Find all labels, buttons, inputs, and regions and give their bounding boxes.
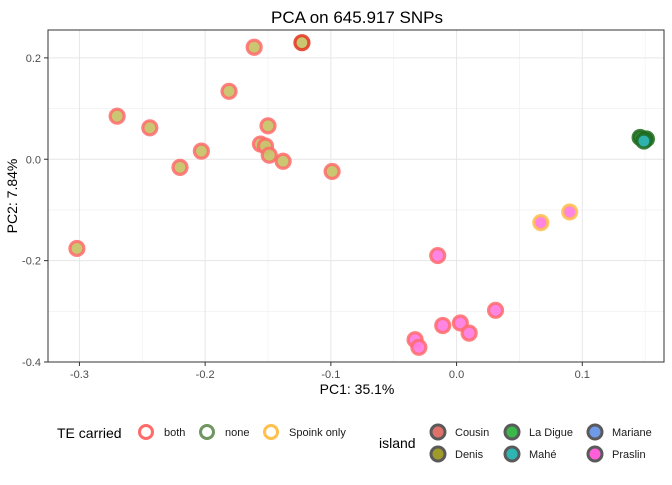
legend-key-both bbox=[138, 424, 154, 440]
island-legend-title: island bbox=[379, 435, 416, 451]
data-point bbox=[274, 152, 292, 170]
data-point bbox=[192, 142, 210, 160]
data-point bbox=[429, 246, 447, 265]
te-legend-title: TE carried bbox=[57, 425, 122, 441]
y-axis-ticks: -0.4 -0.2 0.0 0.2 bbox=[22, 53, 48, 369]
data-point bbox=[259, 117, 277, 135]
legend-label-denis: Denis bbox=[455, 449, 484, 461]
legend-key-mariane bbox=[586, 423, 604, 441]
legend-key-denis bbox=[429, 445, 447, 463]
data-point bbox=[68, 239, 86, 258]
legend-label-la-digue: La Digue bbox=[529, 427, 573, 439]
x-tick-label: 0.0 bbox=[449, 369, 464, 381]
y-tick-label: 0.0 bbox=[26, 154, 41, 166]
legend-key-la-digue bbox=[503, 423, 521, 441]
x-tick-label: 0.1 bbox=[575, 369, 590, 381]
data-point bbox=[260, 146, 278, 164]
legend-label-mahe: Mahé bbox=[529, 449, 557, 461]
data-point bbox=[561, 203, 579, 221]
legend-key-cousin bbox=[429, 423, 447, 441]
island-legend: island Cousin La Digue Mariane Denis Mah… bbox=[379, 423, 652, 463]
legend-key-mahe bbox=[503, 445, 521, 463]
data-point bbox=[635, 132, 653, 150]
legend-label-none: none bbox=[225, 427, 249, 439]
legend-label-both: both bbox=[164, 427, 185, 439]
legend-key-praslin bbox=[586, 445, 604, 463]
legend-key-spoink-only bbox=[263, 424, 279, 440]
chart-title: PCA on 645.917 SNPs bbox=[271, 8, 443, 27]
data-point bbox=[410, 338, 428, 356]
legend-label-mariane: Mariane bbox=[612, 427, 652, 439]
data-point bbox=[293, 34, 311, 52]
data-point bbox=[323, 162, 341, 181]
legend-label-praslin: Praslin bbox=[612, 449, 646, 461]
minor-gridlines bbox=[48, 30, 664, 362]
data-points bbox=[68, 34, 656, 356]
data-point bbox=[171, 158, 189, 176]
te-carried-legend: TE carried both none Spoink only bbox=[57, 424, 346, 441]
x-axis-label: PC1: 35.1% bbox=[320, 381, 395, 397]
legend-label-cousin: Cousin bbox=[455, 427, 489, 439]
legend-key-none bbox=[199, 424, 215, 440]
data-point bbox=[434, 316, 452, 335]
x-tick-label: -0.1 bbox=[321, 369, 340, 381]
data-point bbox=[141, 119, 159, 137]
x-tick-label: -0.3 bbox=[70, 369, 89, 381]
data-point bbox=[220, 82, 238, 100]
x-tick-label: -0.2 bbox=[196, 369, 215, 381]
y-tick-label: -0.2 bbox=[22, 256, 41, 268]
y-tick-label: -0.4 bbox=[22, 357, 41, 369]
plot-panel-border bbox=[47, 29, 665, 363]
data-point bbox=[108, 107, 126, 125]
x-axis-ticks: -0.3 -0.2 -0.1 0.0 0.1 bbox=[70, 362, 590, 381]
data-point bbox=[460, 324, 478, 342]
y-tick-label: 0.2 bbox=[26, 53, 41, 65]
y-axis-label: PC2: 7.84% bbox=[4, 159, 20, 234]
data-point bbox=[486, 301, 505, 319]
data-point bbox=[532, 214, 550, 232]
data-point bbox=[245, 38, 263, 56]
legend-label-spoink-only: Spoink only bbox=[289, 427, 346, 439]
